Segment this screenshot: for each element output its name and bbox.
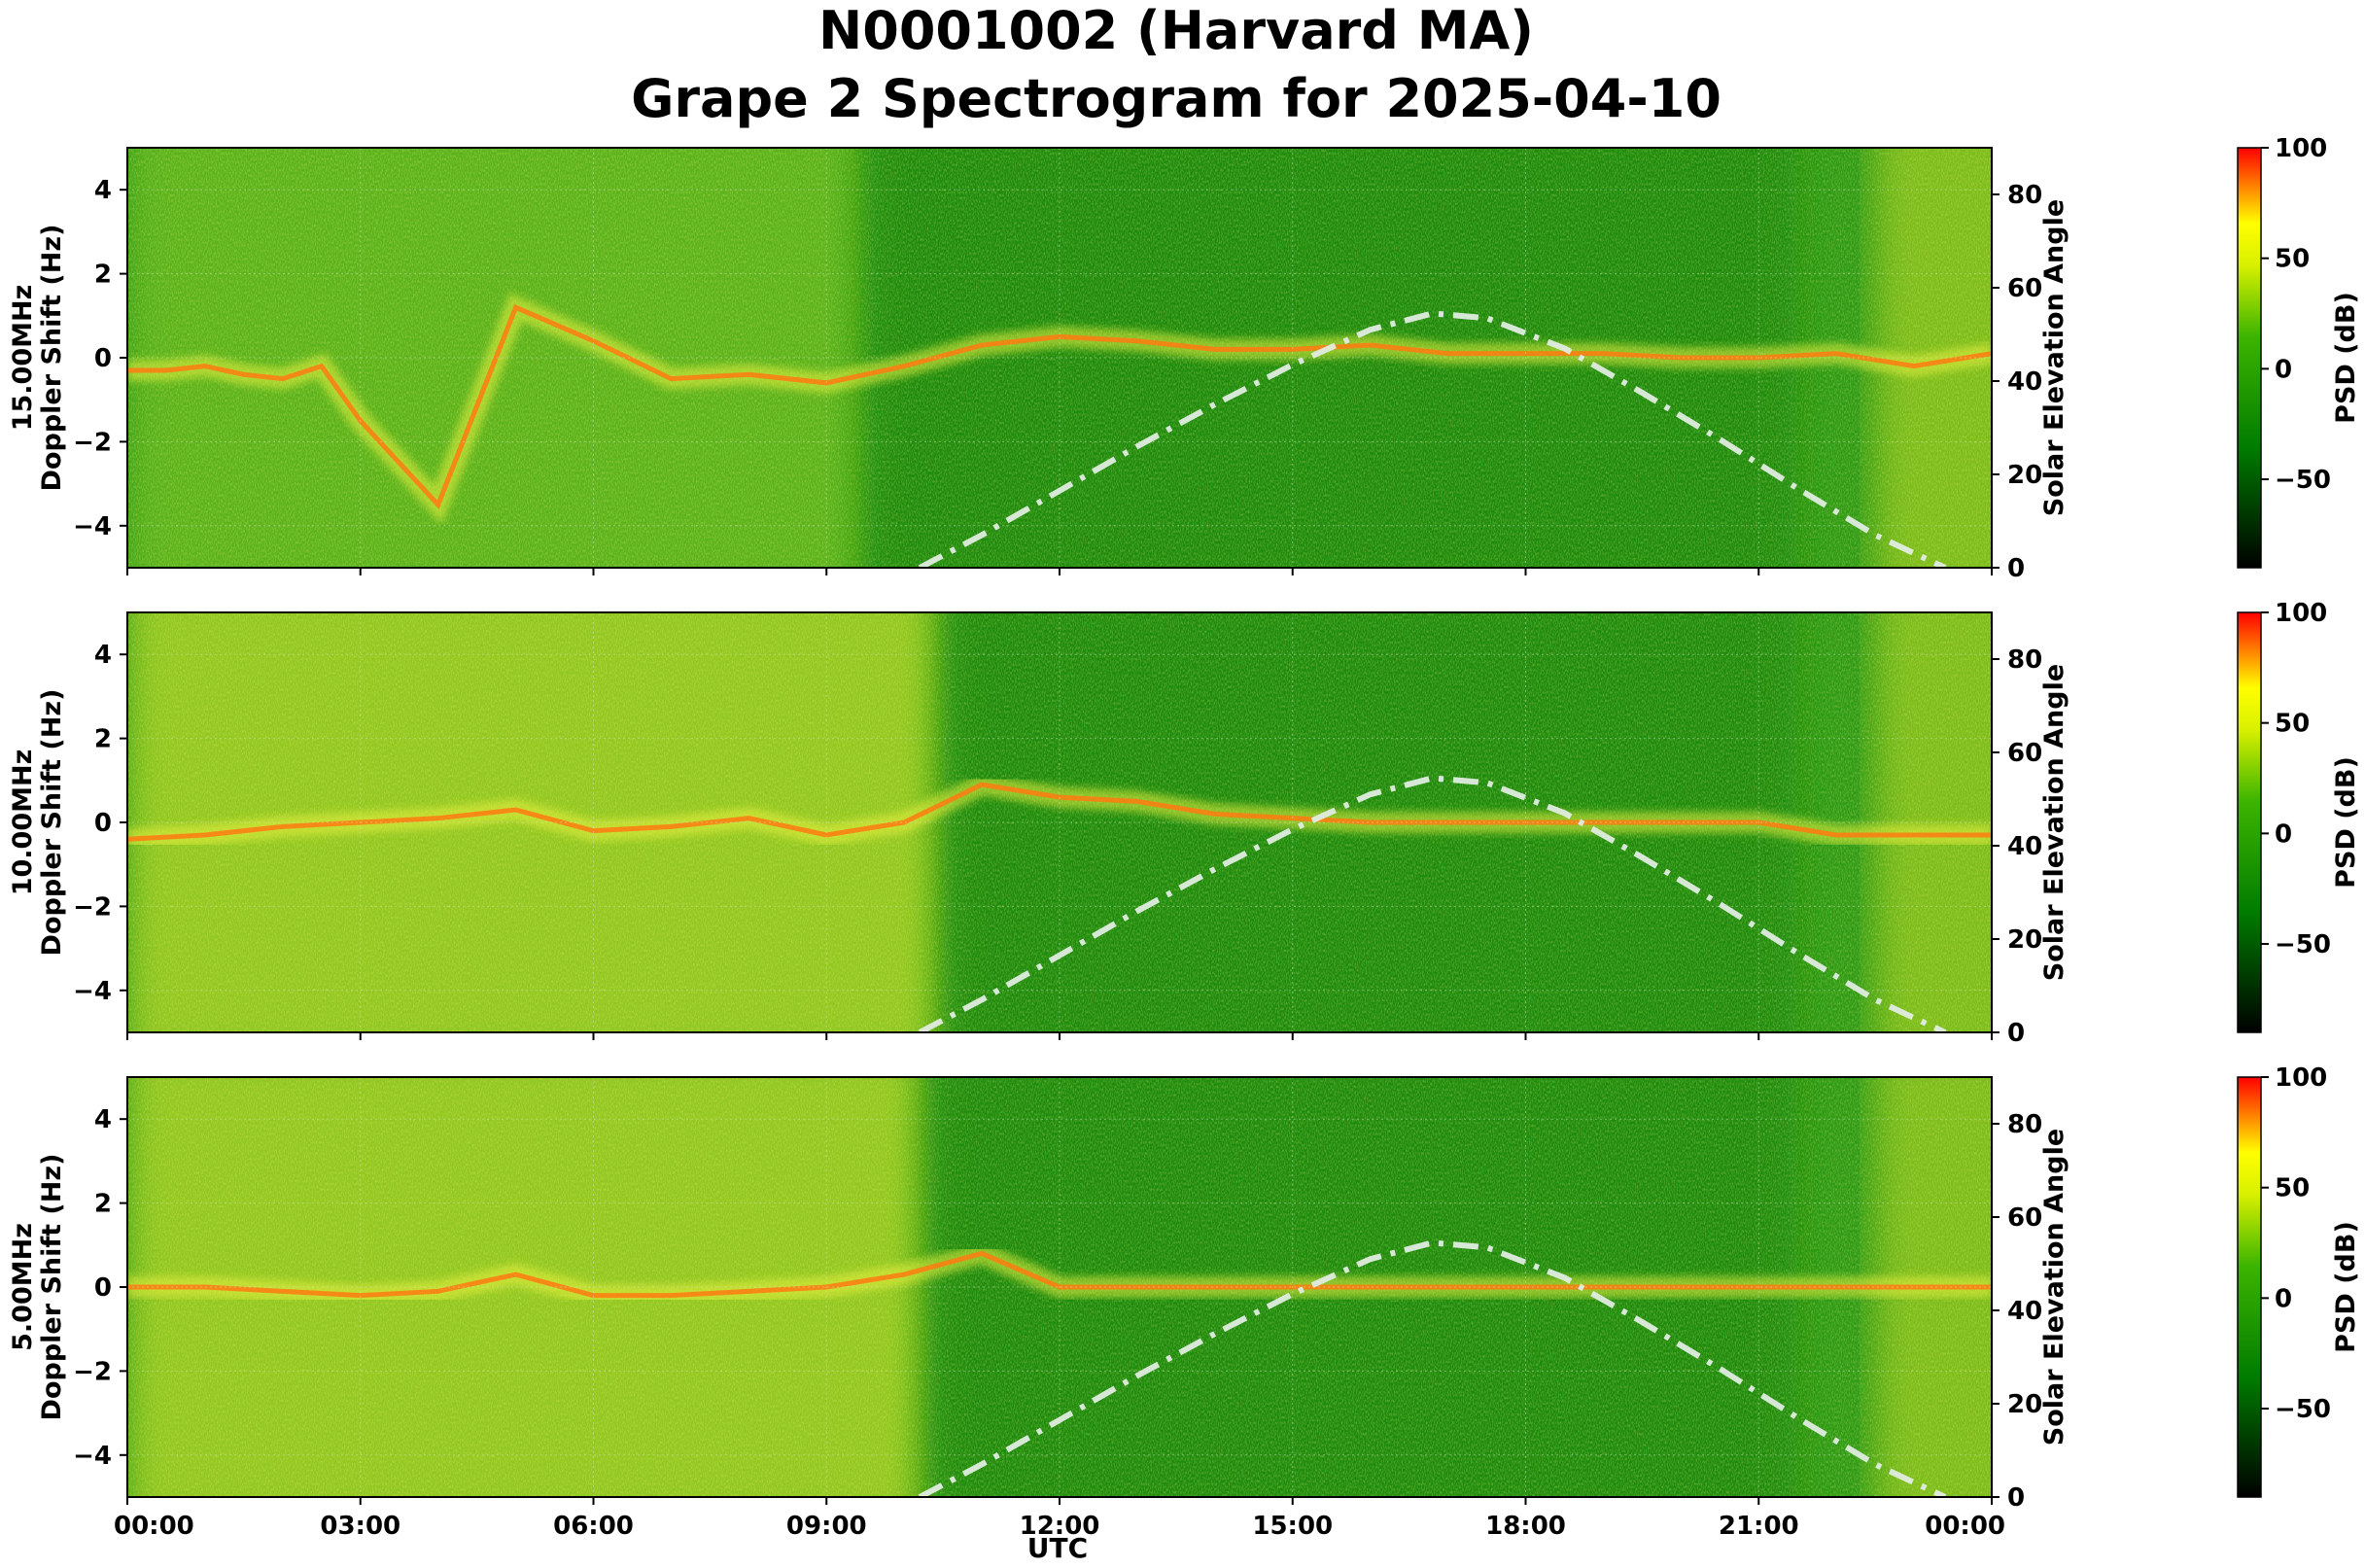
x-tick-label: 12:00	[1020, 1512, 1100, 1541]
y-tick-label: −2	[73, 1357, 112, 1386]
colorbar-tick-label: −50	[2275, 466, 2331, 495]
panel-1: 420−2−415.00MHz Doppler Shift (Hz)8060402…	[8, 134, 2361, 583]
y-tick-label: 0	[94, 809, 112, 838]
right-tick-label: 40	[2007, 367, 2042, 397]
doppler-trace	[127, 303, 1992, 509]
right-tick-label: 0	[2007, 1019, 2025, 1048]
doppler-trace	[127, 782, 1992, 842]
y-axis-label-frequency: 10.00MHz	[8, 749, 38, 896]
colorbar-tick-label: 50	[2275, 1174, 2310, 1203]
y-tick-label: 4	[94, 641, 112, 670]
solar-elevation-curve	[918, 775, 1947, 1032]
y-axis-label-doppler: Doppler Shift (Hz)	[37, 1154, 67, 1421]
y-tick-label: 4	[94, 1105, 112, 1134]
x-axis-label: UTC	[1027, 1532, 1088, 1564]
x-tick-label: 21:00	[1719, 1512, 1799, 1541]
y-tick-label: −4	[73, 512, 112, 541]
x-tick-label: 00:00	[1925, 1512, 2005, 1541]
figure-title-line2: Grape 2 Spectrogram for 2025-04-10	[631, 68, 1722, 129]
colorbar-tick-label: 50	[2275, 245, 2310, 274]
y-tick-label: −4	[73, 977, 112, 1006]
right-tick-label: 40	[2007, 1297, 2042, 1326]
right-axis-label: Solar Elevation Angle	[2039, 199, 2069, 516]
right-tick-label: 60	[2007, 274, 2042, 303]
colorbar-tick-label: 0	[2275, 819, 2292, 849]
x-tick-label: 15:00	[1252, 1512, 1333, 1541]
y-tick-label: −2	[73, 428, 112, 457]
y-axis-label-frequency: 5.00MHz	[8, 1223, 38, 1351]
right-tick-label: 60	[2007, 739, 2042, 768]
colorbar-tick-label: 0	[2275, 1284, 2292, 1313]
x-tick-label: 09:00	[786, 1512, 867, 1541]
colorbar-tick-label: 50	[2275, 710, 2310, 739]
solar-elevation-curve	[918, 1239, 1947, 1497]
spectrogram-field	[127, 148, 1992, 568]
spectrogram-field	[127, 1077, 1992, 1497]
y-tick-label: 0	[94, 1273, 112, 1303]
panel-2: 420−2−410.00MHz Doppler Shift (Hz)8060402…	[8, 599, 2361, 1048]
figure-title-line1: N0001002 (Harvard MA)	[818, 0, 1534, 61]
colorbar-label: PSD (dB)	[2331, 292, 2361, 424]
right-tick-label: 0	[2007, 1483, 2025, 1513]
right-tick-label: 20	[2007, 925, 2042, 955]
y-tick-label: 2	[94, 725, 112, 754]
y-axis-label-doppler: Doppler Shift (Hz)	[37, 689, 67, 957]
panel-3: 420−2−45.00MHz Doppler Shift (Hz)80604020…	[8, 1063, 2361, 1541]
y-tick-label: 2	[94, 261, 112, 290]
colorbar-tick-label: 100	[2275, 599, 2327, 628]
x-tick-label: 18:00	[1485, 1512, 1566, 1541]
right-tick-label: 40	[2007, 832, 2042, 861]
colorbar	[2237, 611, 2262, 1033]
x-tick-label: 06:00	[553, 1512, 634, 1541]
right-axis-label: Solar Elevation Angle	[2039, 1129, 2069, 1446]
y-tick-label: 4	[94, 176, 112, 205]
colorbar	[2237, 147, 2262, 569]
x-tick-label: 03:00	[320, 1512, 400, 1541]
doppler-trace	[127, 1250, 1992, 1299]
spectrogram-field	[127, 612, 1992, 1032]
right-axis-label: Solar Elevation Angle	[2039, 664, 2069, 981]
colorbar-tick-label: −50	[2275, 930, 2331, 959]
colorbar-tick-label: 100	[2275, 1063, 2327, 1093]
y-axis-label-doppler: Doppler Shift (Hz)	[37, 225, 67, 492]
right-tick-label: 80	[2007, 1110, 2042, 1139]
colorbar-tick-label: 100	[2275, 134, 2327, 163]
solar-elevation-curve	[918, 310, 1947, 568]
y-tick-label: 2	[94, 1190, 112, 1219]
colorbar-label: PSD (dB)	[2331, 756, 2361, 889]
right-tick-label: 20	[2007, 461, 2042, 490]
right-tick-label: 80	[2007, 645, 2042, 675]
y-tick-label: 0	[94, 344, 112, 373]
colorbar	[2237, 1076, 2262, 1498]
colorbar-tick-label: −50	[2275, 1395, 2331, 1424]
y-tick-label: −4	[73, 1442, 112, 1471]
colorbar-tick-label: 0	[2275, 355, 2292, 384]
right-tick-label: 80	[2007, 181, 2042, 210]
right-tick-label: 20	[2007, 1390, 2042, 1419]
right-tick-label: 0	[2007, 554, 2025, 583]
x-tick-label: 00:00	[114, 1512, 194, 1541]
y-axis-label-frequency: 15.00MHz	[8, 285, 38, 432]
right-tick-label: 60	[2007, 1203, 2042, 1233]
y-tick-label: −2	[73, 892, 112, 922]
colorbar-label: PSD (dB)	[2331, 1221, 2361, 1353]
